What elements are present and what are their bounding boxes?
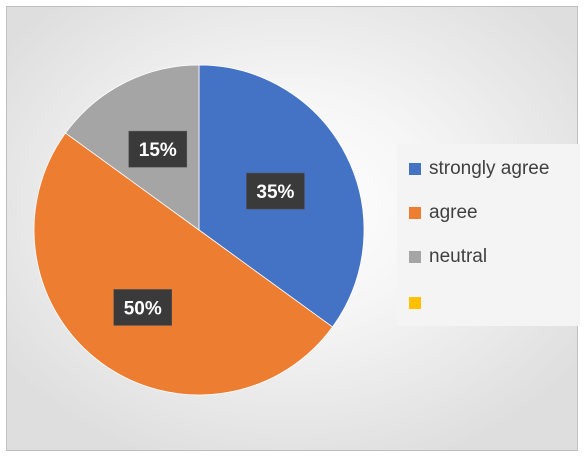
legend-swatch-agree bbox=[409, 207, 421, 219]
legend-item-agree: agree bbox=[409, 202, 478, 224]
legend-swatch-neutral bbox=[409, 251, 421, 263]
data-label-strongly-agree: 35% bbox=[246, 172, 305, 210]
data-label-text-agree: 50% bbox=[124, 298, 162, 319]
data-label-text-neutral: 15% bbox=[139, 140, 177, 161]
data-label-neutral: 15% bbox=[128, 130, 188, 168]
legend-swatch-strongly-agree bbox=[409, 163, 421, 175]
data-label-box-strongly-agree bbox=[246, 172, 305, 210]
legend-item-neutral: neutral bbox=[409, 246, 487, 268]
legend-item-blank bbox=[409, 292, 429, 314]
pie-slice-agree bbox=[33, 132, 334, 396]
legend-label-strongly-agree: strongly agree bbox=[429, 158, 550, 179]
data-label-text-strongly-agree: 35% bbox=[256, 182, 294, 203]
data-label-agree: 50% bbox=[113, 289, 172, 326]
legend-swatch-blank bbox=[409, 297, 421, 309]
legend-item-strongly-agree: strongly agree bbox=[409, 158, 549, 180]
chart-area: 35% 50% 15% strongly agree agree neutral bbox=[6, 6, 580, 451]
legend-label-neutral: neutral bbox=[429, 246, 488, 267]
legend-label-agree: agree bbox=[429, 202, 478, 223]
data-label-box-neutral bbox=[128, 130, 188, 168]
data-label-box-agree bbox=[113, 289, 172, 326]
legend: strongly agree agree neutral bbox=[397, 144, 580, 326]
pie-chart: 35% 50% 15% bbox=[33, 64, 365, 396]
